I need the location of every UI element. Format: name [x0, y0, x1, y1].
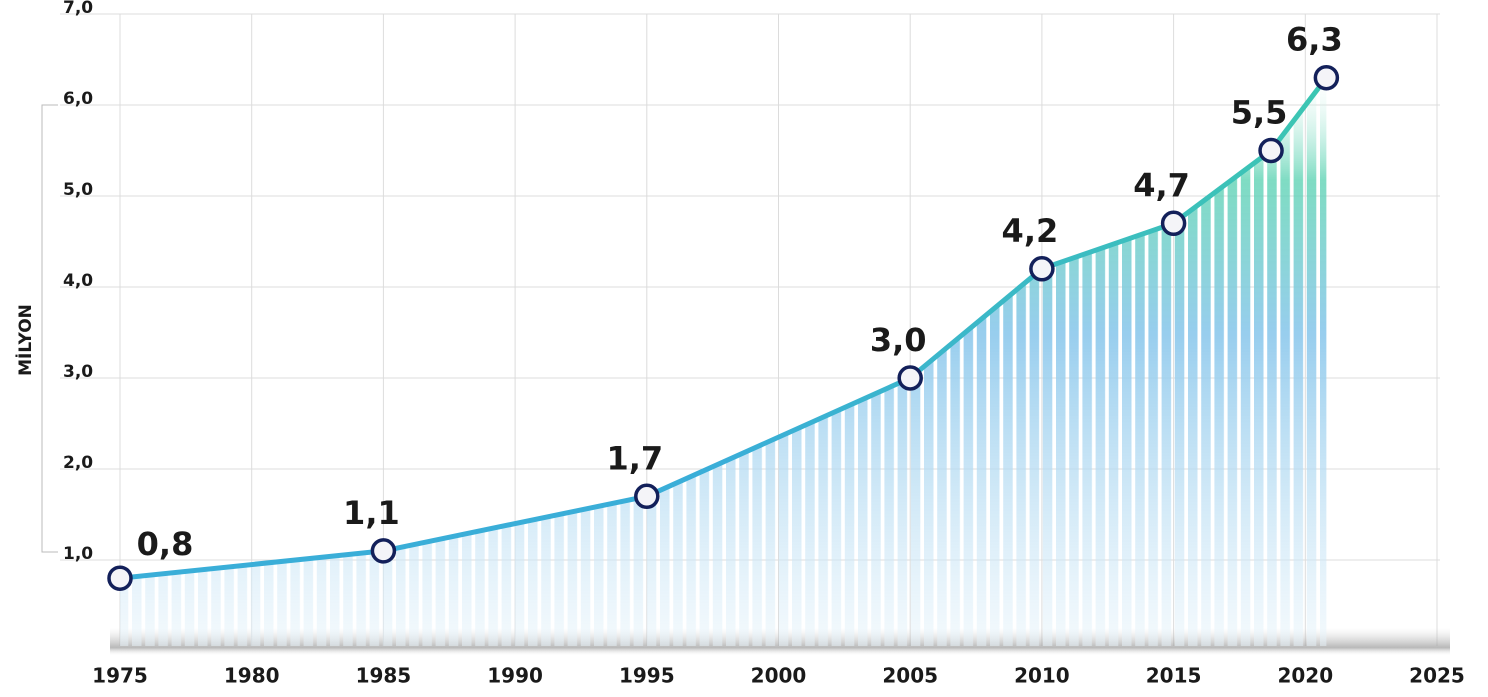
value-label: 4,2 — [1002, 212, 1059, 250]
area — [120, 77, 1327, 646]
x-tick-label: 2025 — [1409, 664, 1465, 688]
x-tick-label: 1975 — [92, 664, 148, 688]
value-label: 0,8 — [137, 525, 194, 563]
x-tick-label: 1980 — [224, 664, 280, 688]
point — [634, 483, 660, 510]
value-label: 4,7 — [1133, 166, 1190, 204]
point — [1258, 137, 1284, 164]
x-tick-label: 2005 — [882, 664, 938, 688]
point — [1313, 64, 1340, 91]
y-tick-label: 1,0 — [63, 544, 93, 564]
x-tick-label: 1995 — [619, 664, 675, 688]
x-tick-label: 2000 — [751, 664, 807, 688]
x-tick-label: 1985 — [356, 664, 412, 688]
axis-bracket — [41, 104, 58, 553]
value-label: 6,3 — [1286, 21, 1343, 59]
x-tick-label: 2010 — [1014, 664, 1070, 688]
value-label: 1,1 — [343, 494, 400, 532]
x-tick-label: 1990 — [487, 664, 543, 688]
point — [1160, 210, 1187, 237]
y-tick-label: 5,0 — [63, 180, 93, 200]
point — [107, 565, 133, 591]
y-tick-label: 2,0 — [63, 453, 93, 473]
value-label: 1,7 — [606, 439, 663, 477]
y-tick-label: 4,0 — [63, 271, 93, 291]
value-label: 5,5 — [1231, 94, 1288, 132]
y-tick-label: 6,0 — [63, 89, 93, 109]
line — [119, 76, 1329, 581]
y-tick-label: 3,0 — [63, 362, 93, 382]
x-tick-label: 2020 — [1277, 664, 1333, 688]
y-tick-label: 7,0 — [63, 0, 93, 18]
area-group — [120, 77, 1327, 646]
value-label: 3,0 — [870, 321, 927, 359]
point — [370, 538, 397, 564]
point — [1029, 256, 1055, 282]
point — [897, 365, 923, 391]
y-axis-label: MİLYON — [14, 304, 36, 376]
x-tick-label: 2015 — [1146, 664, 1202, 688]
